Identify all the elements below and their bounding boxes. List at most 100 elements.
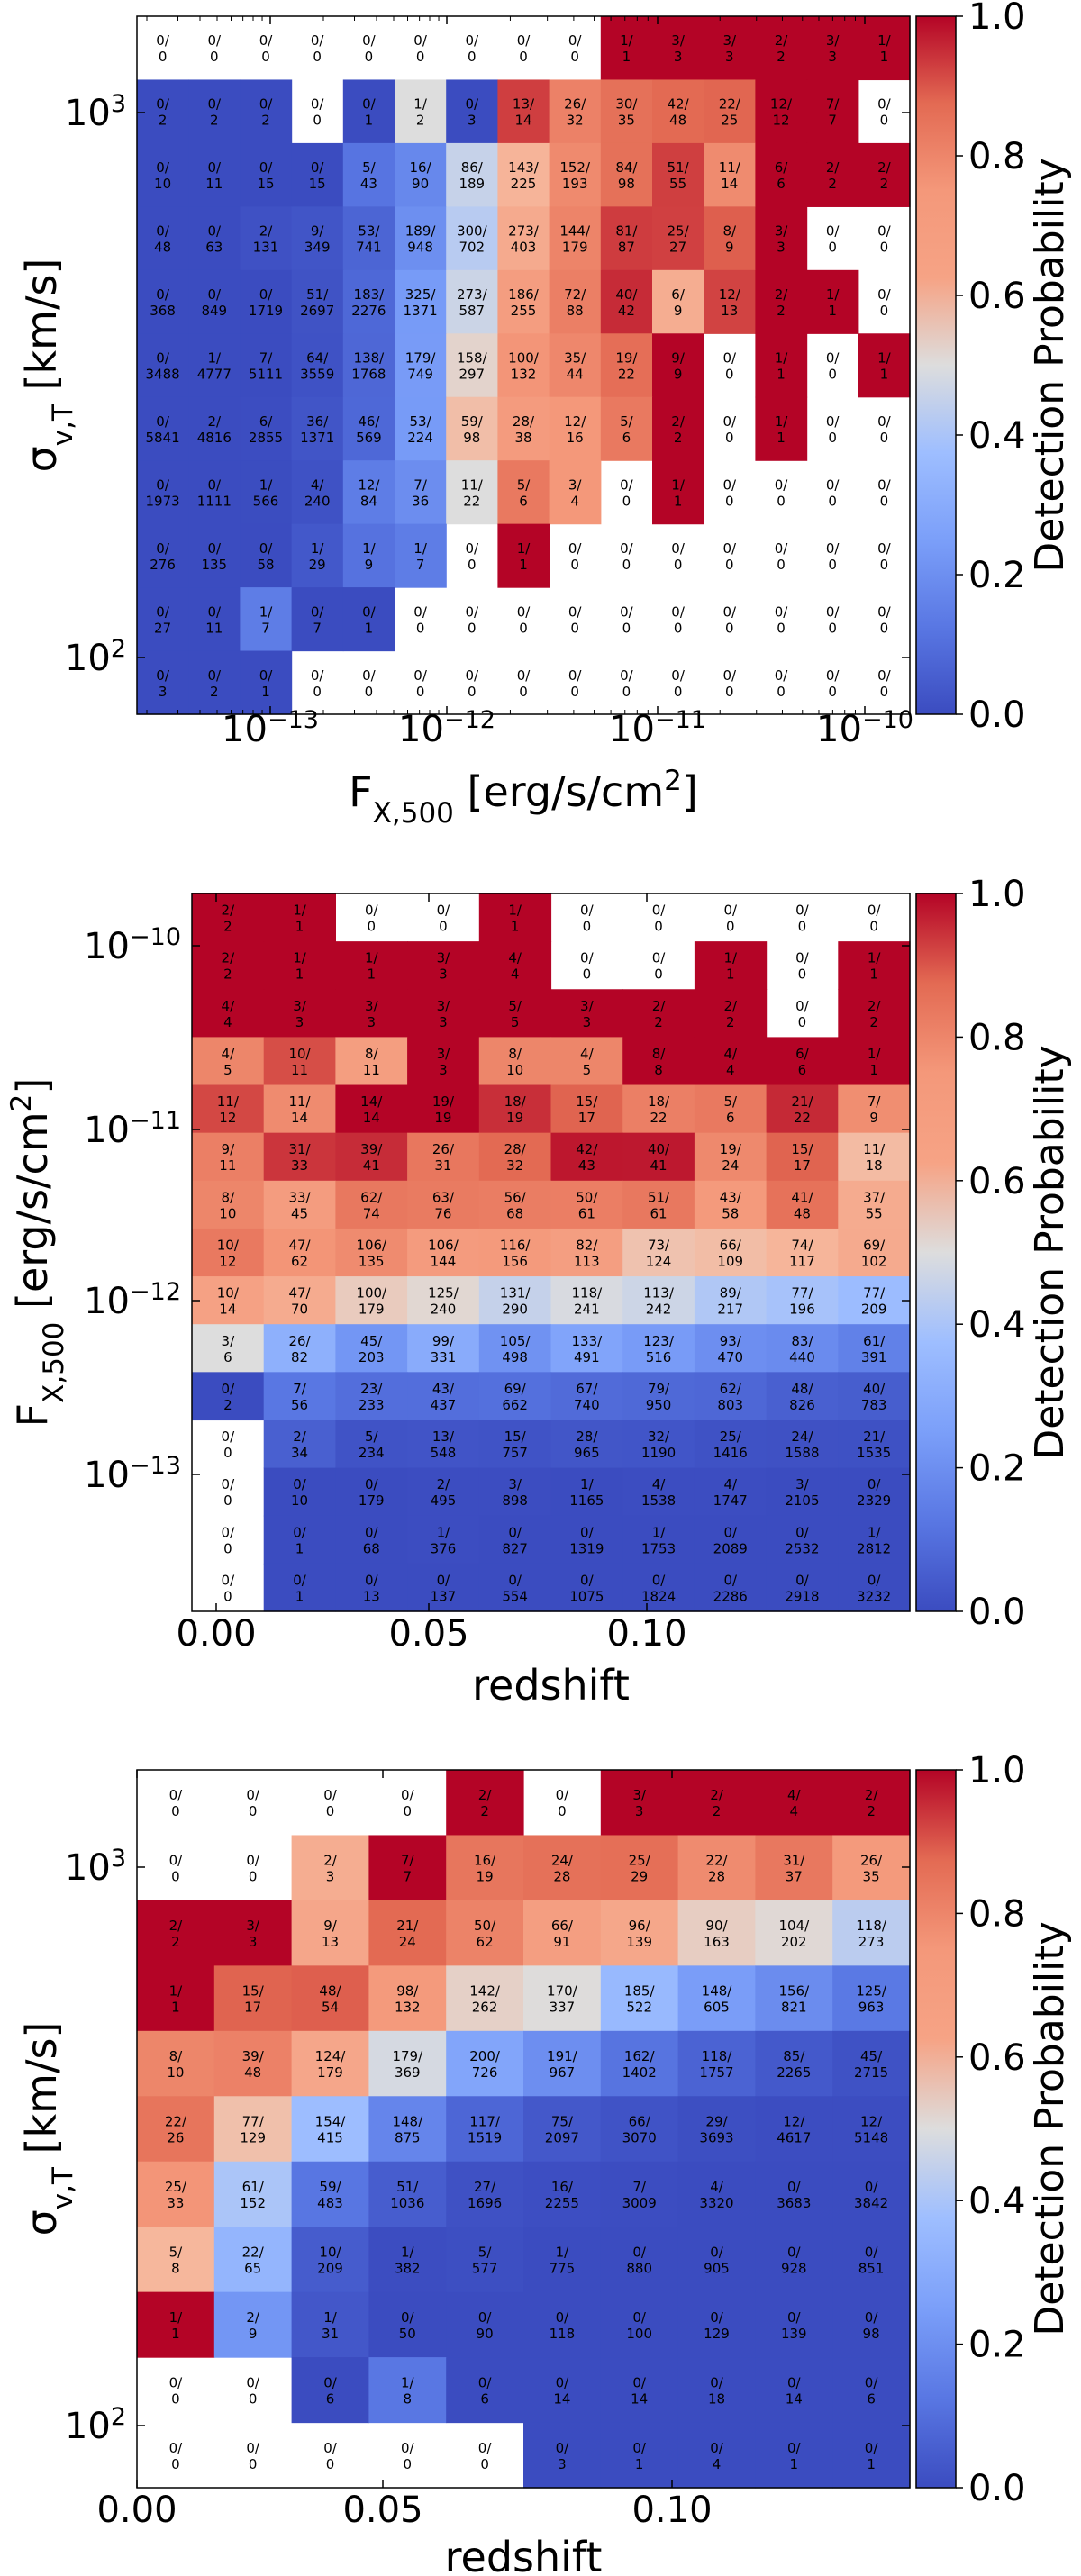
heatmap-cell xyxy=(263,1180,336,1229)
axes-frame xyxy=(136,15,911,715)
cell-label: 0/ xyxy=(311,667,325,684)
cell-label: 0 xyxy=(249,2456,258,2472)
cell-label: 77/ xyxy=(242,2114,265,2130)
heatmap-cell xyxy=(263,989,336,1038)
cell-label: 91 xyxy=(553,1934,570,1950)
heatmap-cell xyxy=(137,2161,215,2227)
heatmap-cell xyxy=(755,2291,833,2358)
cell-label: 77/ xyxy=(863,1285,886,1302)
cell-label: 0 xyxy=(223,1588,232,1604)
cell-label: 1/ xyxy=(365,950,379,966)
cell-label: 35 xyxy=(863,1869,880,1885)
cell-label: 1 xyxy=(367,966,376,983)
cell-label: 382 xyxy=(395,2260,421,2276)
cell-label: 54 xyxy=(322,2000,339,2016)
heatmap-cell xyxy=(478,893,552,942)
cell-label: 67/ xyxy=(576,1381,598,1397)
heatmap-cell xyxy=(838,1228,911,1277)
cell-label: 2/ xyxy=(775,32,789,49)
heatmap-cell xyxy=(335,1324,408,1373)
cell-label: 26/ xyxy=(564,96,586,113)
cell-label: 2 xyxy=(223,966,232,983)
heatmap-cell xyxy=(291,2291,369,2358)
cell-label: 0/ xyxy=(722,350,737,367)
cell-label: 33/ xyxy=(288,1189,311,1205)
cell-label: 0 xyxy=(622,620,631,636)
cell-label: 21/ xyxy=(791,1093,813,1110)
heatmap-cell xyxy=(550,1563,623,1612)
heatmap-cell xyxy=(832,2030,911,2097)
cell-label: 0/ xyxy=(465,603,479,620)
heatmap-cell xyxy=(342,396,395,461)
heatmap-cell xyxy=(137,2291,215,2358)
cell-label: 0/ xyxy=(620,603,634,620)
cell-label: 7/ xyxy=(401,1853,415,1869)
cell-label: 0/ xyxy=(465,540,479,557)
heatmap-cell xyxy=(622,1420,695,1469)
cell-label: 0 xyxy=(880,557,889,573)
cell-label: 63/ xyxy=(432,1189,455,1205)
cell-label: 0/ xyxy=(787,2244,802,2260)
cell-label: 0/ xyxy=(723,903,738,919)
cell-label: 0/ xyxy=(826,223,840,240)
cell-label: 3683 xyxy=(777,2195,811,2211)
cell-label: 0/ xyxy=(365,1476,379,1492)
heatmap-cell xyxy=(652,79,704,144)
cell-label: 22 xyxy=(650,1110,668,1126)
cell-label: 15/ xyxy=(504,1429,527,1445)
cell-label: 90 xyxy=(477,2326,494,2342)
heatmap-cell xyxy=(407,1420,480,1469)
heatmap-cell xyxy=(213,2030,293,2097)
cell-label: 0/ xyxy=(246,2374,260,2390)
heatmap-cell xyxy=(478,1132,552,1182)
cell-label: 273/ xyxy=(508,223,540,240)
cell-label: 2 xyxy=(777,303,786,319)
heatmap-cell xyxy=(622,1228,695,1277)
colorbar-tick-label: 0.2 xyxy=(968,1448,1026,1490)
cell-label: 2/ xyxy=(865,1787,879,1803)
heatmap-cell xyxy=(755,1770,833,1837)
cell-label: 14/ xyxy=(360,1093,383,1110)
cell-label: 0/ xyxy=(259,667,274,684)
cell-label: 1111 xyxy=(197,493,232,509)
cell-label: 203 xyxy=(359,1349,385,1365)
cell-label: 0/ xyxy=(795,950,810,966)
cell-label: 152/ xyxy=(559,159,591,176)
cell-label: 4816 xyxy=(197,430,232,446)
colorbar-label: Detection Probability xyxy=(1027,1921,1073,2336)
cell-label: 0/ xyxy=(207,96,222,113)
cell-label: 0/ xyxy=(207,476,222,493)
cell-label: 22/ xyxy=(705,1853,728,1869)
cell-label: 124/ xyxy=(315,2048,347,2064)
cell-label: 19 xyxy=(434,1110,451,1126)
cell-label: 0 xyxy=(558,1803,567,1819)
heatmap-cell xyxy=(213,1965,293,2032)
heatmap-panel-2: 2/21/10/00/01/10/00/00/00/00/02/21/11/13… xyxy=(5,874,1073,1710)
cell-label: 2715 xyxy=(854,2064,888,2081)
cell-label: 73/ xyxy=(648,1238,670,1254)
cell-label: 63 xyxy=(205,240,223,256)
heatmap-cell xyxy=(395,333,447,398)
heatmap-cell xyxy=(240,396,293,461)
cell-label: 10/ xyxy=(319,2244,341,2260)
cell-label: 6/ xyxy=(259,413,274,430)
heatmap-cell xyxy=(335,1372,408,1421)
cell-label: 109 xyxy=(717,1254,743,1270)
heatmap-cell xyxy=(600,396,653,461)
x-tick-label: 0.05 xyxy=(388,1613,468,1655)
heatmap-cell xyxy=(240,142,293,207)
heatmap-cell xyxy=(677,2357,756,2424)
cell-label: 0/ xyxy=(465,32,479,49)
heatmap-cell xyxy=(240,650,293,715)
cell-label: 0 xyxy=(416,49,425,65)
heatmap-cell xyxy=(137,523,189,588)
cell-label: 7/ xyxy=(632,2179,647,2195)
heatmap-cell xyxy=(858,333,911,398)
cell-label: 5 xyxy=(511,1014,520,1030)
heatmap-cell xyxy=(192,893,265,942)
heatmap-cell xyxy=(213,2227,293,2293)
cell-label: 0/ xyxy=(865,2374,879,2390)
cell-label: 32 xyxy=(567,113,584,129)
heatmap-cell xyxy=(838,989,911,1038)
